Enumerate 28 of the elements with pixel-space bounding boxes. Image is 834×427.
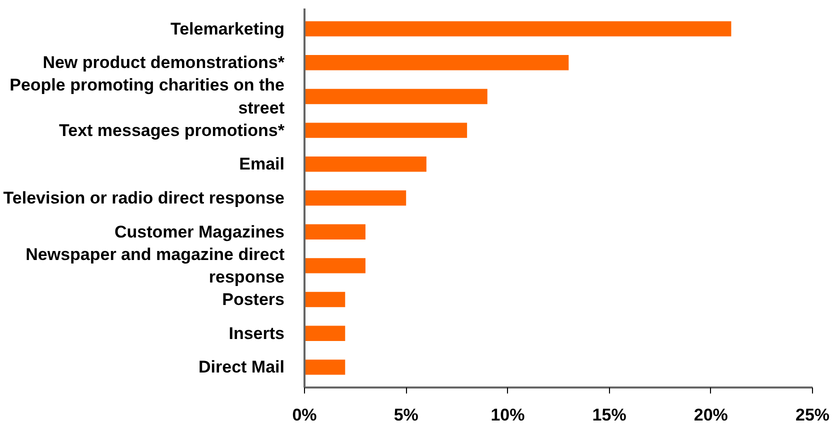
- x-tick-label: 5%: [394, 406, 418, 424]
- bar: [304, 88, 488, 104]
- x-tick-label: 20%: [694, 406, 728, 424]
- x-tick-label: 0%: [292, 406, 317, 424]
- y-tick-label: Telemarketing: [170, 19, 285, 38]
- bar: [304, 258, 366, 274]
- y-tick-label: Television or radio direct response: [3, 188, 285, 208]
- bar: [304, 360, 346, 375]
- y-tick-label: New product demonstrations*: [42, 53, 285, 72]
- y-tick-label: Text messages promotions*: [59, 120, 285, 140]
- x-tick-label: 10%: [490, 406, 525, 424]
- y-tick-label: Customer Magazines: [114, 222, 285, 242]
- bar: [304, 224, 366, 240]
- y-tick-label: Inserts: [228, 324, 284, 343]
- y-tick-label: Newspaper and magazine direct response: [26, 244, 285, 287]
- bar: [304, 190, 406, 206]
- y-tick-label: Email: [239, 154, 285, 174]
- bar: [304, 55, 569, 70]
- bar: [304, 21, 732, 36]
- bar: [304, 122, 468, 138]
- bar: [304, 292, 346, 308]
- y-tick-label: Posters: [222, 290, 285, 310]
- bar: [304, 326, 346, 341]
- x-tick-label: 25%: [795, 406, 830, 424]
- x-tick-label: 15%: [592, 406, 626, 424]
- y-tick-label: People promoting charities on the street: [10, 76, 285, 118]
- bar: [304, 156, 426, 172]
- y-tick-label: Direct Mail: [198, 358, 285, 377]
